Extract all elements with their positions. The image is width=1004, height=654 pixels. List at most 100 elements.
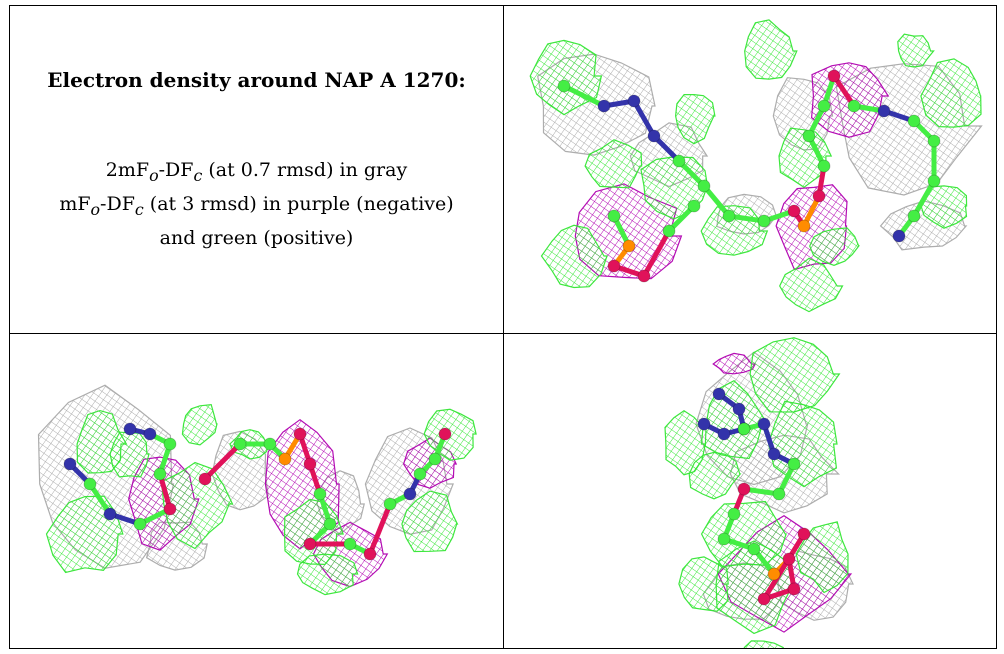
atom-sphere: [797, 219, 811, 233]
atom-sphere: [383, 497, 397, 511]
positive-density-mesh: [795, 521, 849, 594]
atom-sphere: [637, 269, 651, 283]
bond-stick: [561, 83, 607, 109]
bond-stick: [202, 441, 243, 482]
atom-sphere: [163, 437, 177, 451]
atom-sphere: [717, 427, 731, 441]
atom-sphere: [278, 452, 292, 466]
density-map-image-3: [664, 337, 854, 648]
atom-sphere: [732, 402, 746, 416]
positive-density-mesh: [181, 403, 218, 446]
bond-stick: [761, 531, 807, 602]
atom-sphere: [293, 427, 307, 441]
positive-density-mesh: [584, 139, 643, 189]
bond-stick: [631, 98, 657, 139]
figure-table: Electron density around NAP A 1270: 2mFo…: [9, 5, 997, 649]
atom-sphere: [927, 134, 941, 148]
atom-sphere: [403, 487, 417, 501]
atom-sphere: [712, 387, 726, 401]
atom-sphere: [133, 517, 147, 531]
positive-density-mesh: [674, 94, 716, 145]
atom-sphere: [817, 99, 831, 113]
negative-density-mesh: [712, 352, 757, 375]
positive-density-mesh: [778, 127, 833, 189]
density-map-image-2: [37, 384, 477, 596]
atom-sphere: [892, 229, 906, 243]
positive-density-mesh: [296, 553, 359, 596]
bond-stick: [157, 471, 173, 512]
atom-sphere: [757, 214, 771, 228]
bond-stick: [641, 228, 672, 279]
atom-sphere: [767, 567, 781, 581]
atom-sphere: [198, 472, 212, 486]
atom-sphere: [877, 104, 891, 118]
atom-sphere: [782, 552, 796, 566]
atom-sphere: [313, 487, 327, 501]
atom-sphere: [428, 452, 442, 466]
molecule-view-3: [504, 334, 996, 648]
atom-sphere: [757, 417, 771, 431]
molecule-view-2: [10, 334, 503, 648]
table-divider-vertical: [503, 6, 504, 648]
atom-sphere: [787, 457, 801, 471]
atom-sphere: [907, 114, 921, 128]
caption-line-2: mFo-DFc (at 3 rmsd) in purple (negative): [59, 192, 454, 219]
positive-density-mesh: [743, 640, 785, 648]
atom-sphere: [607, 209, 621, 223]
atom-sphere: [343, 537, 357, 551]
atom-sphere: [907, 209, 921, 223]
atom-sphere: [672, 154, 686, 168]
atom-sphere: [597, 99, 611, 113]
atom-sphere: [757, 592, 771, 606]
atom-sphere: [747, 542, 761, 556]
atom-sphere: [83, 477, 97, 491]
atom-sphere: [802, 129, 816, 143]
atom-sphere: [647, 129, 661, 143]
atom-sphere: [697, 179, 711, 193]
atom-sphere: [787, 204, 801, 218]
positive-density-mesh: [767, 400, 838, 488]
positive-density-mesh: [920, 58, 982, 128]
atom-sphere: [303, 457, 317, 471]
atom-sphere: [812, 189, 826, 203]
atom-sphere: [662, 224, 676, 238]
atom-sphere: [717, 532, 731, 546]
positive-density-mesh: [678, 556, 729, 612]
positive-density-mesh: [688, 451, 742, 500]
molecule-view-1: [504, 6, 996, 333]
positive-density-mesh: [160, 461, 234, 550]
atom-sphere: [153, 467, 167, 481]
atom-sphere: [722, 209, 736, 223]
bond-stick: [87, 481, 113, 517]
atom-sphere: [303, 537, 317, 551]
positive-density-mesh: [749, 337, 841, 413]
caption-title: Electron density around NAP A 1270:: [47, 68, 466, 92]
atom-sphere: [767, 447, 781, 461]
atom-sphere: [627, 94, 641, 108]
positive-density-mesh: [401, 490, 459, 553]
atom-sphere: [323, 517, 337, 531]
caption-line-3: and green (positive): [159, 226, 354, 249]
atom-sphere: [438, 427, 452, 441]
atom-sphere: [557, 79, 571, 93]
atom-sphere: [817, 159, 831, 173]
atom-sphere: [163, 502, 177, 516]
atom-sphere: [233, 437, 247, 451]
atom-sphere: [622, 239, 636, 253]
positive-density-mesh: [109, 431, 150, 478]
atom-sphere: [772, 487, 786, 501]
atom-sphere: [263, 437, 277, 451]
atom-sphere: [63, 457, 77, 471]
positive-density-mesh: [744, 19, 798, 80]
atom-sphere: [103, 507, 117, 521]
atom-sphere: [827, 69, 841, 83]
bond-stick: [701, 183, 732, 219]
atom-sphere: [687, 199, 701, 213]
atom-sphere: [797, 527, 811, 541]
atom-sphere: [847, 99, 861, 113]
atom-sphere: [143, 427, 157, 441]
atom-sphere: [697, 417, 711, 431]
caption-cell: Electron density around NAP A 1270: 2mFo…: [10, 6, 503, 333]
atom-sphere: [737, 482, 751, 496]
bond-stick: [367, 501, 393, 557]
